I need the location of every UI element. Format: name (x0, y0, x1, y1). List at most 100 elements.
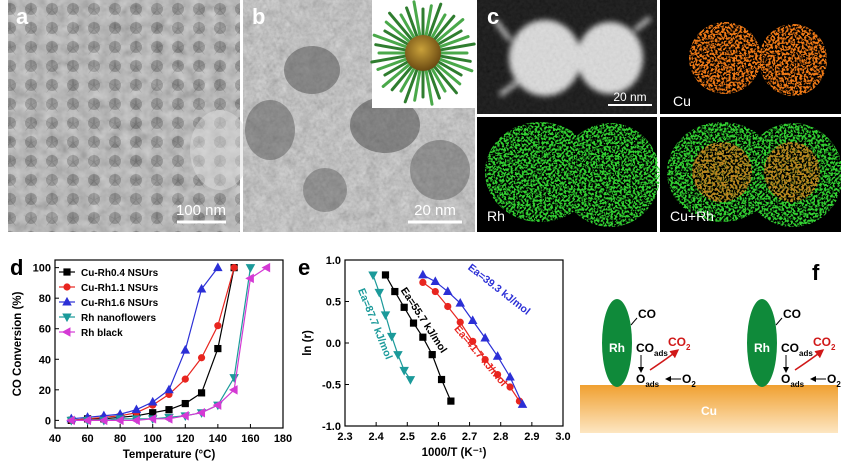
marker (261, 262, 271, 273)
oxygen-sub: 2 (691, 380, 696, 389)
legend-marker (62, 296, 72, 306)
marker (149, 409, 157, 417)
marker (409, 319, 418, 327)
marker (437, 375, 446, 384)
y-tick-label: 80 (39, 293, 51, 305)
spike (381, 60, 414, 88)
x-tick-label: 2.9 (524, 431, 539, 443)
x-tick-label: 2.5 (400, 431, 415, 443)
y-tick-label: 20 (39, 385, 51, 397)
oxygen: O2 (682, 372, 696, 389)
co-ads: COads (636, 341, 668, 358)
metal-label: Rh (754, 341, 770, 355)
marker (391, 287, 399, 296)
marker (399, 366, 409, 376)
co-ads-main: CO (636, 341, 654, 355)
gas-label: CO (638, 307, 656, 321)
marker (428, 351, 436, 359)
x-tick-label: 2.4 (368, 431, 384, 443)
marker (456, 318, 464, 326)
marker (66, 415, 75, 426)
marker (405, 376, 416, 385)
marker (114, 415, 124, 426)
x-tick-label: 60 (81, 433, 93, 445)
plot-frame (54, 259, 284, 429)
o-ads-sub: ads (645, 380, 659, 389)
spike (430, 62, 458, 95)
o-ads-sub: ads (790, 380, 804, 389)
marker (180, 411, 189, 421)
marker (131, 404, 142, 414)
marker (245, 264, 256, 273)
spike (435, 42, 476, 53)
tem-image-b: 20 nm b (243, 0, 476, 232)
marker (197, 354, 206, 362)
marker (393, 351, 403, 360)
spike (426, 2, 443, 42)
spike (388, 11, 416, 44)
y-tick-label: 100 (33, 263, 51, 275)
spike (399, 13, 418, 43)
tem-image-a: 100 nm a (8, 0, 250, 232)
oxygen-sub: 2 (836, 380, 841, 389)
spike (372, 33, 412, 50)
spike (374, 43, 411, 53)
oxygen: O2 (827, 372, 841, 389)
oxygen-main: O (827, 372, 836, 386)
x-tick-label: 2.7 (462, 431, 477, 443)
spike (435, 53, 472, 63)
o-ads-main: O (636, 372, 645, 386)
annotation: Ea=55.7 kJ/mol (398, 285, 449, 355)
spike (426, 64, 441, 100)
scale-bar-label: 100 nm (176, 202, 226, 219)
marker (228, 385, 238, 395)
spike (412, 0, 423, 41)
panel-label: f (812, 260, 820, 285)
marker (400, 303, 408, 311)
spike (376, 56, 412, 71)
marker (443, 286, 453, 295)
marker (165, 406, 173, 414)
rh-particle (747, 299, 777, 387)
marker (430, 276, 441, 286)
legend-label: Cu-Rh1.1 NSUrs (81, 283, 159, 294)
spike (403, 64, 420, 104)
x-tick-label: 100 (144, 433, 162, 445)
marker (374, 288, 385, 298)
marker (229, 374, 239, 383)
co2-main: CO (668, 335, 686, 349)
marker (197, 389, 206, 397)
y-tick-label: 0 (45, 415, 51, 427)
co-ads-main: CO (781, 341, 799, 355)
marker (214, 322, 222, 330)
panel-label: e (298, 255, 310, 280)
spike (399, 63, 418, 93)
marker (419, 333, 427, 341)
spike (383, 29, 413, 48)
marker (506, 383, 514, 391)
rh-particle (602, 299, 632, 387)
eds-maps: 20 nm c Cu Rh Cu+Rh (477, 0, 841, 232)
o-ads: Oads (781, 372, 805, 389)
legend-marker (61, 327, 71, 337)
bond (775, 317, 783, 326)
scale-bar-label: 20 nm (613, 90, 646, 104)
y-tick-label: 40 (39, 354, 51, 366)
y-tick-label: 0.0 (326, 338, 341, 350)
marker (481, 356, 489, 364)
x-tick-label: 2.6 (431, 431, 446, 443)
spike (428, 13, 447, 43)
x-tick-label: 2.8 (493, 431, 508, 443)
core (405, 35, 441, 71)
x-axis-title: Temperature (°C) (123, 449, 216, 461)
x-tick-label: 180 (274, 433, 292, 445)
annotation: Ea=39.3 kJ/mol (465, 262, 532, 318)
marker (455, 297, 465, 307)
marker (230, 264, 238, 272)
spike (423, 65, 434, 106)
bond (630, 317, 638, 326)
marker (82, 415, 92, 426)
marker (386, 332, 397, 342)
marker (467, 315, 478, 325)
